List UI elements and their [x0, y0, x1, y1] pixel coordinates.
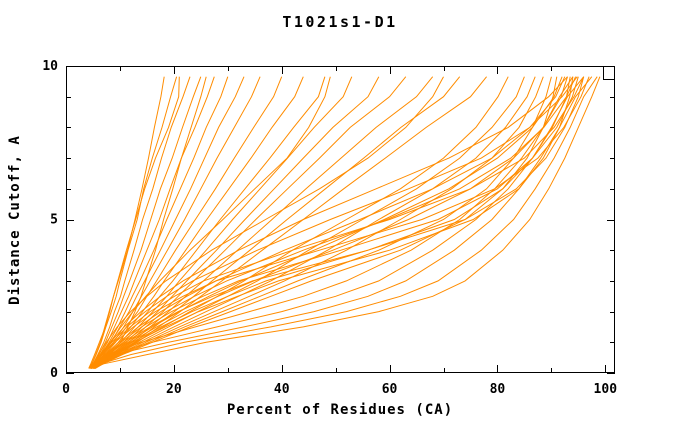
x-tick-label: 0 — [62, 382, 70, 397]
model-curve — [90, 76, 598, 369]
x-tick-label: 20 — [166, 382, 182, 397]
model-curve — [89, 76, 444, 369]
x-axis-title: Percent of Residues (CA) — [226, 402, 454, 418]
x-tick-label: 40 — [274, 382, 290, 397]
legend-key-box — [603, 66, 615, 80]
model-curve — [89, 76, 578, 369]
model-curve — [91, 76, 585, 369]
model-curve — [88, 76, 180, 369]
model-curve — [89, 76, 585, 369]
model-curve — [89, 76, 568, 369]
model-curve — [88, 76, 574, 369]
model-curve — [89, 76, 593, 369]
plot-border — [66, 66, 615, 373]
x-tick-label: 100 — [594, 382, 618, 397]
y-tick-label: 5 — [50, 213, 58, 228]
model-curve — [90, 76, 261, 369]
model-curve — [91, 76, 283, 369]
y-tick-label: 10 — [42, 59, 58, 74]
x-tick-label: 60 — [382, 382, 398, 397]
y-tick-label: 0 — [50, 366, 58, 381]
model-curve — [93, 76, 574, 369]
model-curve — [94, 76, 536, 369]
model-curve — [92, 76, 563, 369]
model-curve — [91, 76, 579, 369]
model-curve — [90, 76, 229, 369]
model-curve — [94, 76, 544, 369]
x-tick-label: 80 — [490, 382, 506, 397]
chart-title: T1021s1-D1 — [282, 13, 398, 31]
model-curve — [91, 76, 601, 369]
model-curves — [88, 76, 601, 369]
model-curve — [89, 76, 191, 369]
model-curve — [89, 76, 215, 369]
model-curve — [90, 76, 590, 369]
model-curve — [90, 76, 585, 369]
model-curve — [90, 76, 577, 369]
